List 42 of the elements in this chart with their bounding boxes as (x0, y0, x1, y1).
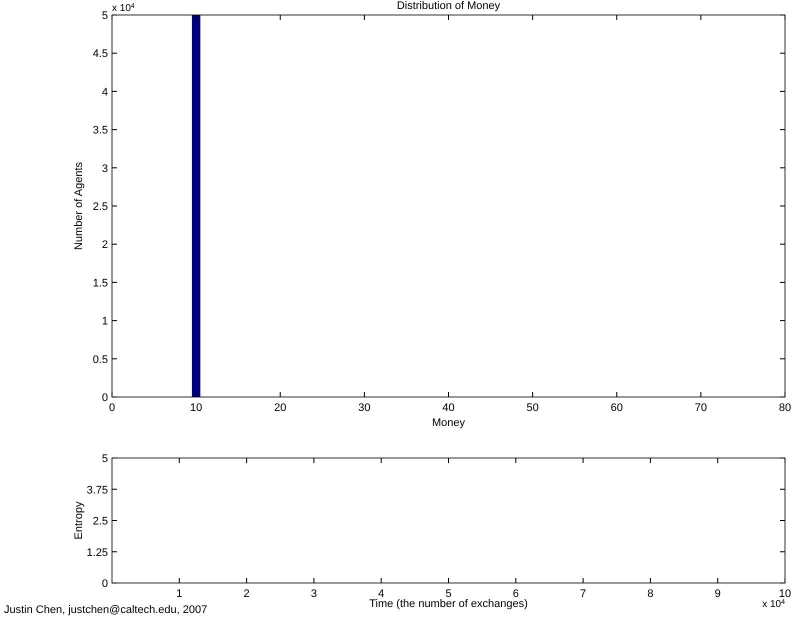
y-tick-label: 2 (102, 239, 108, 252)
y-tick-label: 2.5 (92, 516, 108, 528)
x-tick-label: 1 (176, 588, 182, 600)
text: Justin Chen, justchen@caltech.edu, 2007 (4, 604, 208, 616)
x-tick-label: 60 (610, 402, 623, 414)
x-tick-label: 3 (310, 588, 317, 600)
x-tick-label: 7 (580, 588, 586, 600)
x-axis-title: Money (432, 417, 466, 429)
text: x 10$^{4}$ (762, 598, 786, 610)
x-tick-label: 10 (190, 402, 202, 414)
x-tick-label: 6 (512, 588, 519, 600)
x-axis-title: Time (the number of exchanges) (369, 598, 528, 610)
y-tick-label: 4.5 (92, 48, 108, 60)
y-tick-label: 1 (102, 316, 108, 328)
x-tick-label: 50 (526, 402, 539, 414)
y-tick-label: 2.5 (92, 201, 108, 213)
y-tick-label: 0 (102, 578, 108, 590)
y-tick-label: 3.75 (86, 484, 108, 496)
x-tick-label: 2 (244, 588, 250, 600)
x-tick-label: 40 (442, 402, 455, 414)
x-tick-label: 4 (378, 588, 384, 600)
y-axis-title: Entropy (73, 501, 85, 540)
y-tick-label: 0 (102, 392, 108, 404)
y-tick-label: 3 (102, 162, 108, 175)
x-tick-label: 9 (714, 588, 721, 600)
x-tick-label: 5 (445, 588, 452, 600)
y-tick-label: 1.5 (92, 277, 108, 290)
x-tick-label: 80 (778, 402, 792, 414)
chart-title: Distribution of Money (396, 0, 501, 12)
y-tick-label: 0.5 (92, 354, 108, 366)
y-tick-label: 3.5 (92, 124, 108, 137)
x-tick-label: 30 (358, 402, 370, 414)
y-tick-label: 5 (102, 10, 108, 22)
text: x 10$^{4}$ (112, 2, 135, 14)
y-tick-label: 1.25 (86, 546, 108, 559)
x-tick-label: 10 (778, 588, 792, 600)
y-tick-label: 4 (102, 86, 108, 98)
x-tick-label: 8 (647, 588, 654, 600)
x-tick-label: 20 (274, 402, 286, 414)
x-tick-label: 70 (694, 402, 707, 414)
y-axis-title: Number of Agents (73, 161, 85, 250)
y-tick-label: 5 (102, 453, 108, 465)
